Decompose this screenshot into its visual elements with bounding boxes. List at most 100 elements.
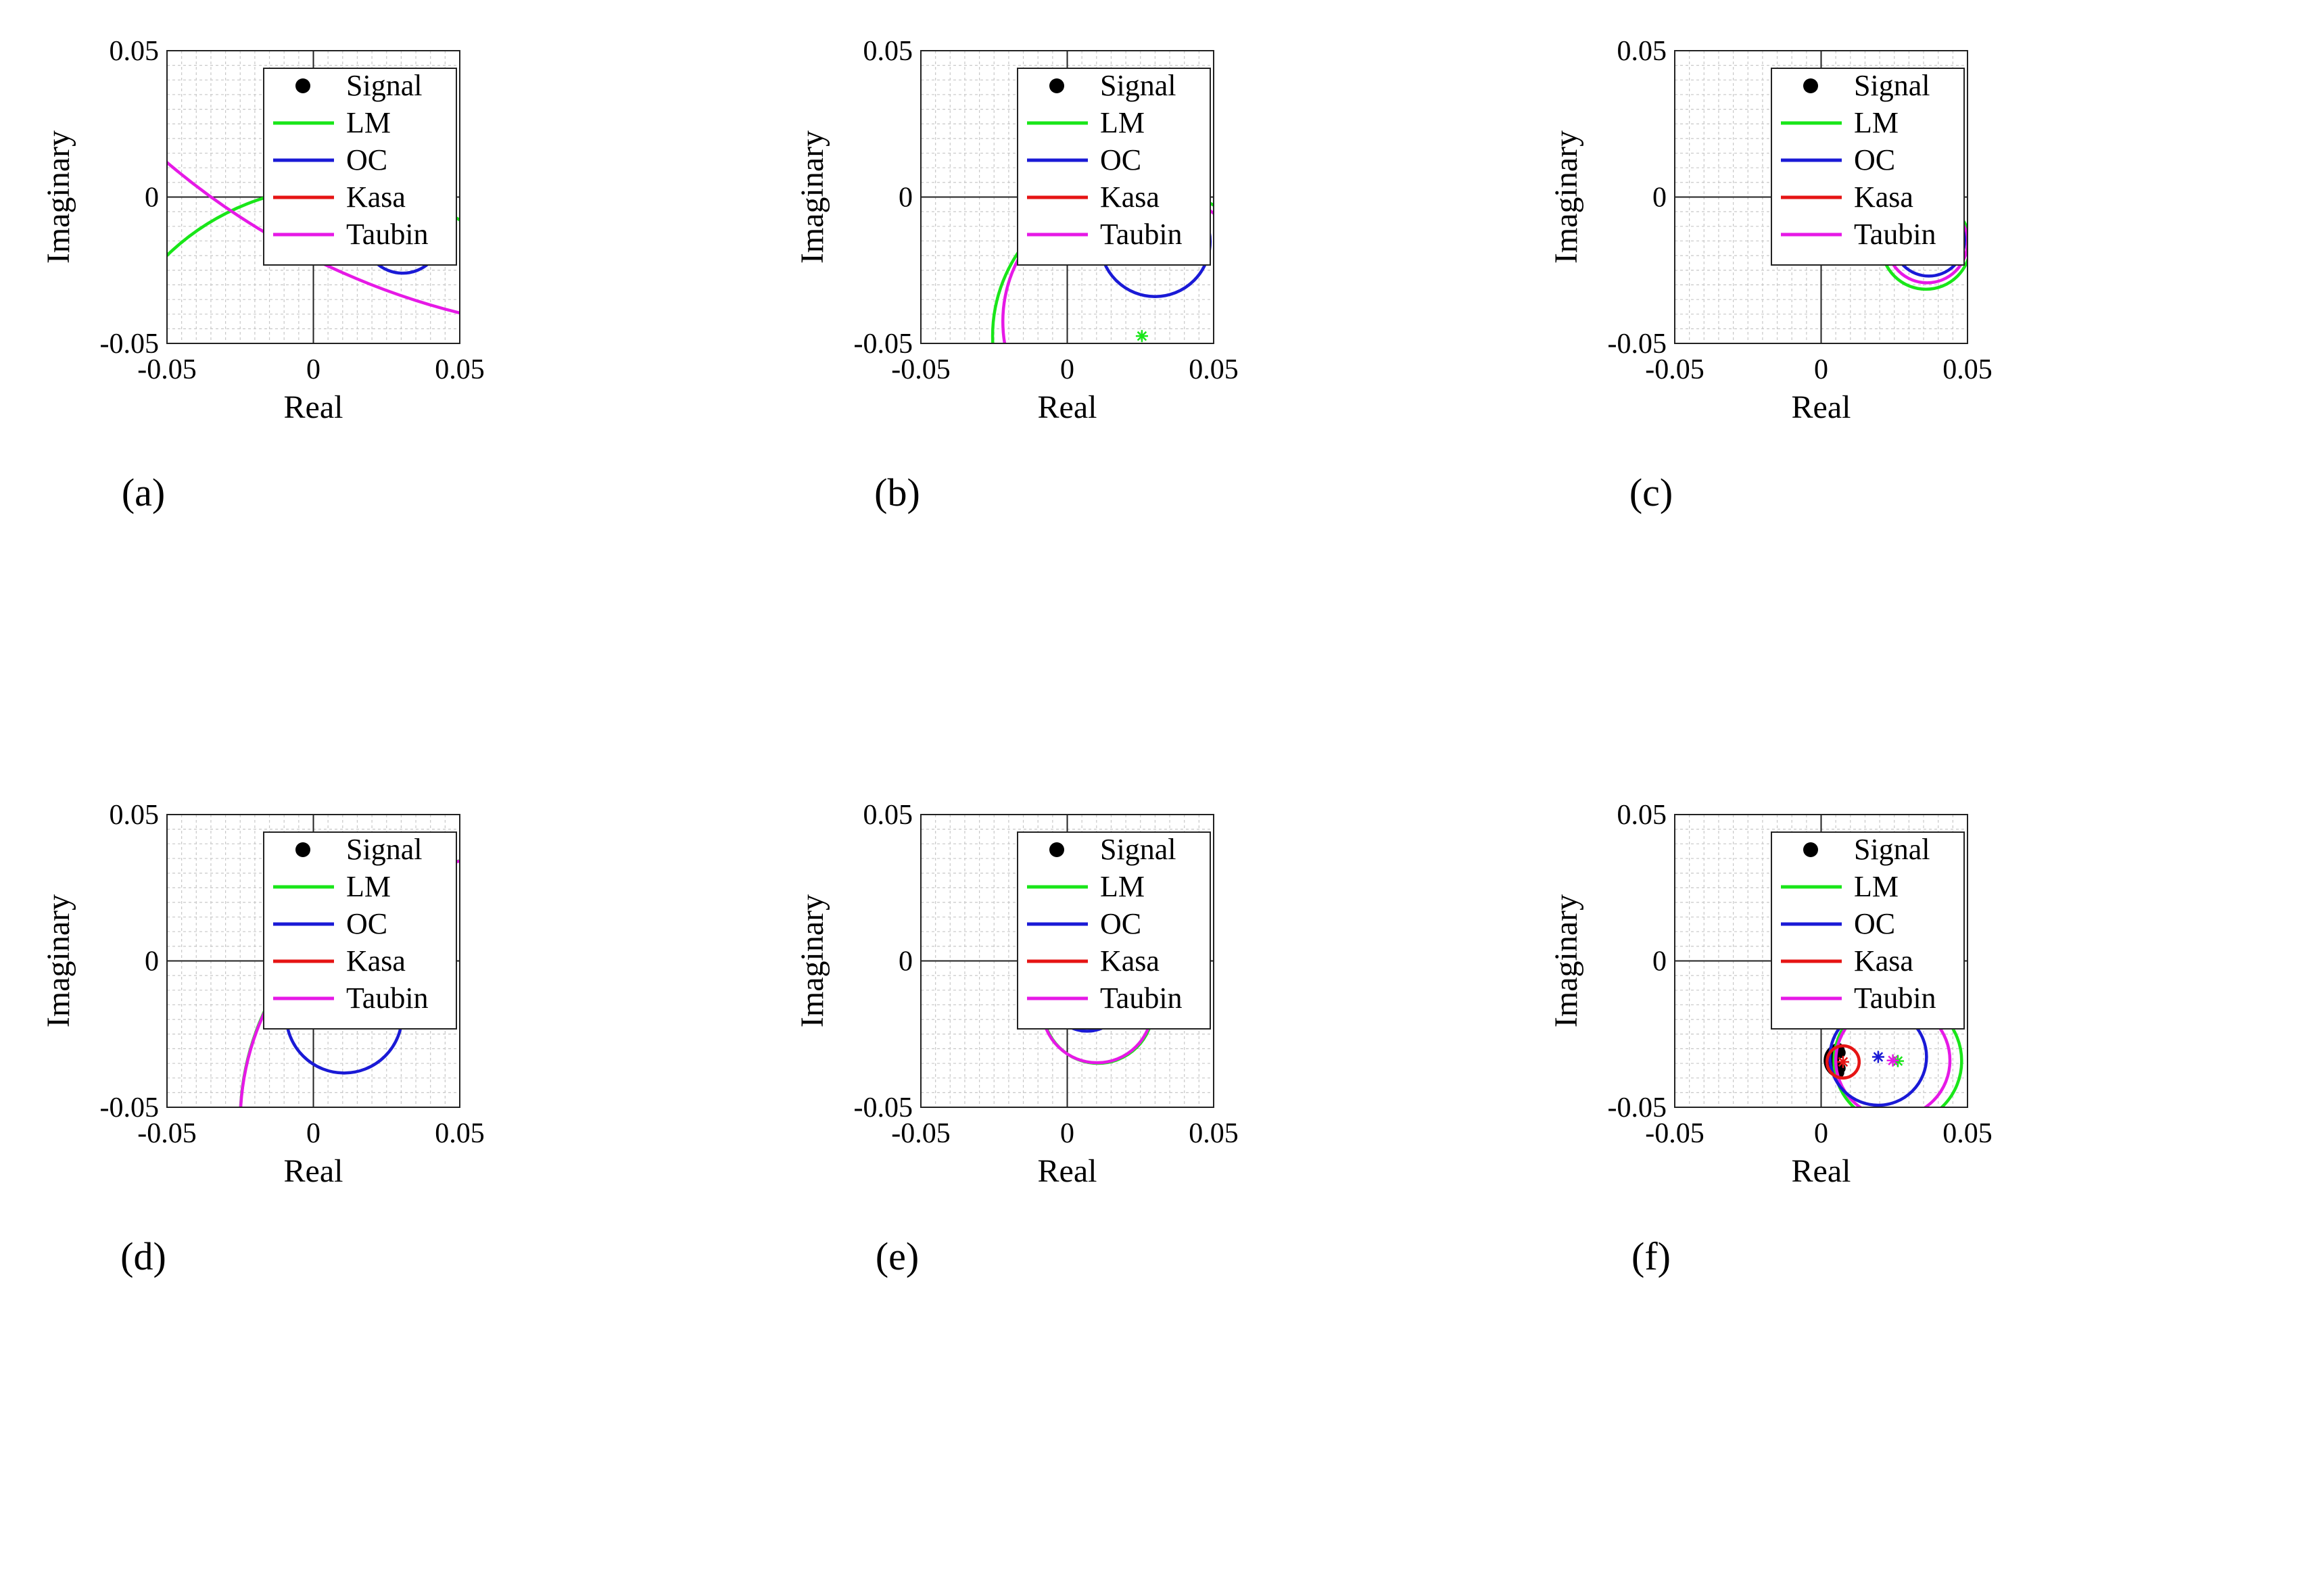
x-tick-label: -0.05 bbox=[1645, 354, 1704, 385]
x-tick-label: 0.05 bbox=[1942, 354, 1993, 385]
x-axis-label: Real bbox=[284, 389, 343, 425]
x-axis-label: Real bbox=[1792, 389, 1851, 425]
center-marker-stroke bbox=[1888, 1055, 1898, 1065]
legend-label-taubin: Taubin bbox=[1100, 982, 1183, 1015]
panel-label: (c) bbox=[1629, 470, 1673, 514]
fit-circle-kasa bbox=[1825, 1044, 1861, 1080]
x-tick-label: 0.05 bbox=[1942, 1118, 1993, 1149]
legend-label-signal: Signal bbox=[1854, 69, 1930, 102]
legend-box bbox=[1771, 831, 1965, 1030]
x-axis-label: Real bbox=[284, 1153, 343, 1189]
x-axis-label: Real bbox=[1792, 1153, 1851, 1189]
y-tick-label: 0 bbox=[1652, 946, 1667, 977]
legend-label-kasa: Kasa bbox=[1854, 180, 1913, 214]
y-tick-label: 0 bbox=[145, 946, 159, 977]
legend-box bbox=[1017, 68, 1211, 266]
x-tick-label: 0 bbox=[306, 354, 320, 385]
x-tick-label: -0.05 bbox=[1645, 1118, 1704, 1149]
x-tick-label: 0 bbox=[1060, 1118, 1074, 1149]
legend-label-signal: Signal bbox=[346, 833, 422, 866]
x-tick-label: 0 bbox=[1060, 354, 1074, 385]
panel-label: (f) bbox=[1631, 1234, 1671, 1278]
y-tick-label: 0.05 bbox=[863, 36, 913, 67]
legend-box bbox=[1771, 68, 1965, 266]
x-tick-label: 0.05 bbox=[435, 1118, 485, 1149]
legend-label-lm: LM bbox=[346, 106, 391, 139]
panel-c: -0.05 0 0.05 -0.05 0 0.05 Real Imaginary Signal L… bbox=[1528, 7, 2299, 798]
legend-label-oc: OC bbox=[1100, 907, 1141, 940]
y-tick-label: 0.05 bbox=[863, 800, 913, 831]
legend-label-lm: LM bbox=[346, 870, 391, 903]
chart-b: -0.05 0 0.05 -0.05 0 0.05 Real Imaginary Signal L… bbox=[794, 36, 1239, 514]
x-axis-label: Real bbox=[1038, 389, 1097, 425]
x-axis-label: Real bbox=[1038, 1153, 1097, 1189]
y-axis-label: Imaginary bbox=[41, 130, 76, 264]
y-tick-label: -0.05 bbox=[100, 1092, 160, 1123]
x-tick-label: 0 bbox=[1814, 1118, 1828, 1149]
legend-label-kasa: Kasa bbox=[1100, 944, 1160, 977]
y-tick-label: 0 bbox=[899, 183, 913, 214]
legend-marker-signal bbox=[1049, 842, 1064, 857]
y-tick-label: 0.05 bbox=[1617, 36, 1667, 67]
y-tick-label: 0.05 bbox=[110, 800, 160, 831]
legend-label-oc: OC bbox=[1100, 143, 1141, 176]
legend: Signal LM OC Kasa Taubin bbox=[1771, 831, 1965, 1030]
legend-label-signal: Signal bbox=[1100, 69, 1176, 102]
y-axis-label: Imaginary bbox=[41, 894, 76, 1027]
legend-label-kasa: Kasa bbox=[346, 944, 406, 977]
x-tick-label: 0 bbox=[306, 1118, 320, 1149]
y-tick-label: 0.05 bbox=[110, 36, 160, 67]
legend-box bbox=[1017, 831, 1211, 1030]
legend: Signal LM OC Kasa Taubin bbox=[1771, 68, 1965, 266]
chart-a: -0.05 0 0.05 -0.05 0 0.05 Real Imaginary Signal L… bbox=[41, 36, 485, 514]
legend-label-taubin: Taubin bbox=[346, 218, 429, 251]
legend: Signal LM OC Kasa Taubin bbox=[263, 831, 457, 1030]
legend-label-oc: OC bbox=[346, 907, 387, 940]
fit-center-oc bbox=[1871, 1050, 1884, 1063]
panel-f: -0.05 0 0.05 -0.05 0 0.05 Real Imaginary Signal L… bbox=[1528, 771, 2299, 1562]
legend-label-lm: LM bbox=[1100, 870, 1145, 903]
y-axis-label: Imaginary bbox=[1548, 130, 1584, 264]
legend-label-taubin: Taubin bbox=[1100, 218, 1183, 251]
legend-label-oc: OC bbox=[346, 143, 387, 176]
legend-label-taubin: Taubin bbox=[1854, 982, 1936, 1015]
x-tick-label: -0.05 bbox=[891, 354, 951, 385]
y-tick-label: 0 bbox=[899, 946, 913, 977]
x-tick-label: 0.05 bbox=[1189, 1118, 1239, 1149]
x-tick-label: 0.05 bbox=[1189, 354, 1239, 385]
legend-label-signal: Signal bbox=[346, 69, 422, 102]
x-tick-label: -0.05 bbox=[891, 1118, 951, 1149]
legend-marker-signal bbox=[1803, 842, 1818, 857]
y-axis-label: Imaginary bbox=[794, 130, 830, 264]
panel-label: (e) bbox=[876, 1234, 919, 1278]
x-tick-label: 0.05 bbox=[435, 354, 485, 385]
center-marker-stroke bbox=[1873, 1052, 1884, 1062]
legend-marker-signal bbox=[295, 842, 310, 857]
x-tick-label: 0 bbox=[1814, 354, 1828, 385]
y-tick-label: -0.05 bbox=[1608, 1092, 1667, 1123]
chart-c: -0.05 0 0.05 -0.05 0 0.05 Real Imaginary Signal L… bbox=[1548, 36, 1993, 514]
legend-box bbox=[263, 831, 457, 1030]
legend-marker-signal bbox=[295, 78, 310, 93]
legend-marker-signal bbox=[1803, 78, 1818, 93]
legend-label-lm: LM bbox=[1854, 106, 1899, 139]
panel-d: -0.05 0 0.05 -0.05 0 0.05 Real Imaginary Signal L… bbox=[20, 771, 791, 1562]
panel-label: (d) bbox=[120, 1234, 166, 1278]
legend-label-signal: Signal bbox=[1854, 833, 1930, 866]
y-tick-label: -0.05 bbox=[854, 1092, 913, 1123]
legend-label-oc: OC bbox=[1854, 143, 1895, 176]
fit-center-lm bbox=[1135, 330, 1148, 343]
y-tick-label: 0 bbox=[1652, 183, 1667, 214]
fit-center-kasa bbox=[1836, 1055, 1849, 1068]
legend: Signal LM OC Kasa Taubin bbox=[1017, 68, 1211, 266]
y-tick-label: -0.05 bbox=[100, 329, 160, 360]
legend-label-lm: LM bbox=[1854, 870, 1899, 903]
legend-marker-signal bbox=[1049, 78, 1064, 93]
legend-box bbox=[263, 68, 457, 266]
y-axis-label: Imaginary bbox=[794, 894, 830, 1027]
panel-label: (a) bbox=[122, 470, 165, 514]
panel-a: -0.05 0 0.05 -0.05 0 0.05 Real Imaginary Signal L… bbox=[20, 7, 791, 798]
x-tick-label: -0.05 bbox=[137, 1118, 197, 1149]
y-tick-label: -0.05 bbox=[1608, 329, 1667, 360]
